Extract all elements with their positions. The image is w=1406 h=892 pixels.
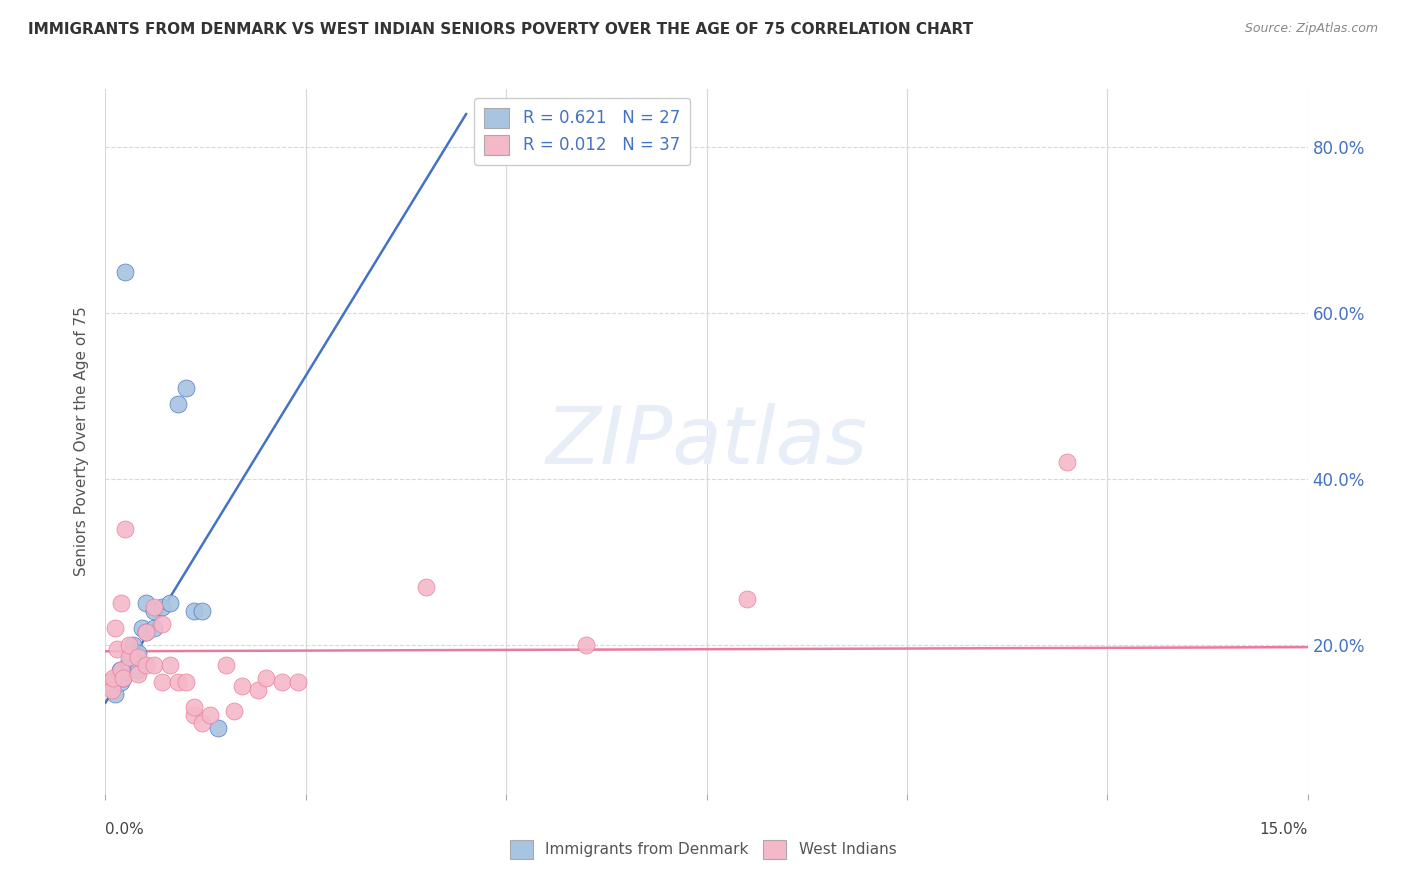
Point	[183, 605, 205, 619]
Point	[142, 605, 165, 619]
Point	[135, 596, 157, 610]
Point	[107, 671, 129, 685]
Point	[112, 671, 135, 685]
Point	[101, 679, 124, 693]
Text: 0.0%: 0.0%	[105, 822, 145, 837]
Point	[159, 596, 181, 610]
Point	[190, 716, 212, 731]
Legend: R = 0.621   N = 27, R = 0.012   N = 37: R = 0.621 N = 27, R = 0.012 N = 37	[474, 97, 690, 165]
Text: 15.0%: 15.0%	[1260, 822, 1308, 837]
Point	[198, 708, 221, 723]
Point	[1056, 455, 1078, 469]
Point	[110, 596, 132, 610]
Point	[150, 600, 173, 615]
Point	[254, 671, 277, 685]
Point	[135, 658, 157, 673]
Point	[118, 658, 141, 673]
Text: ZIPatlas: ZIPatlas	[546, 402, 868, 481]
Point	[114, 522, 136, 536]
Text: IMMIGRANTS FROM DENMARK VS WEST INDIAN SENIORS POVERTY OVER THE AGE OF 75 CORREL: IMMIGRANTS FROM DENMARK VS WEST INDIAN S…	[28, 22, 973, 37]
Point	[98, 675, 121, 690]
Point	[110, 675, 132, 690]
Point	[110, 663, 132, 677]
Point	[142, 658, 165, 673]
Point	[122, 638, 145, 652]
Point	[174, 675, 197, 690]
Point	[246, 683, 269, 698]
Point	[150, 675, 173, 690]
Point	[287, 675, 309, 690]
Point	[190, 605, 212, 619]
Point	[270, 675, 292, 690]
Point	[118, 638, 141, 652]
Point	[222, 704, 245, 718]
Point	[127, 650, 149, 665]
Point	[174, 381, 197, 395]
Point	[127, 646, 149, 660]
Point	[159, 658, 181, 673]
Point	[120, 646, 142, 660]
Point	[231, 679, 253, 693]
Point	[104, 687, 127, 701]
Point	[415, 580, 437, 594]
Point	[183, 699, 205, 714]
Point	[110, 666, 132, 681]
Point	[107, 641, 129, 656]
Point	[207, 721, 229, 735]
Point	[118, 654, 141, 668]
Point	[104, 621, 127, 635]
Point	[127, 663, 149, 677]
Point	[112, 671, 135, 685]
Point	[131, 621, 153, 635]
Point	[118, 650, 141, 665]
Text: Source: ZipAtlas.com: Source: ZipAtlas.com	[1244, 22, 1378, 36]
Point	[127, 666, 149, 681]
Point	[135, 625, 157, 640]
Point	[103, 675, 125, 690]
Point	[183, 708, 205, 723]
Point	[166, 675, 188, 690]
Point	[214, 658, 236, 673]
Point	[150, 616, 173, 631]
Point	[575, 638, 598, 652]
Point	[108, 663, 131, 677]
Point	[142, 600, 165, 615]
Legend: Immigrants from Denmark, West Indians: Immigrants from Denmark, West Indians	[503, 834, 903, 864]
Point	[101, 683, 124, 698]
Point	[135, 625, 157, 640]
Y-axis label: Seniors Poverty Over the Age of 75: Seniors Poverty Over the Age of 75	[75, 307, 90, 576]
Point	[103, 671, 125, 685]
Point	[142, 621, 165, 635]
Point	[114, 264, 136, 278]
Point	[166, 397, 188, 411]
Point	[735, 592, 758, 607]
